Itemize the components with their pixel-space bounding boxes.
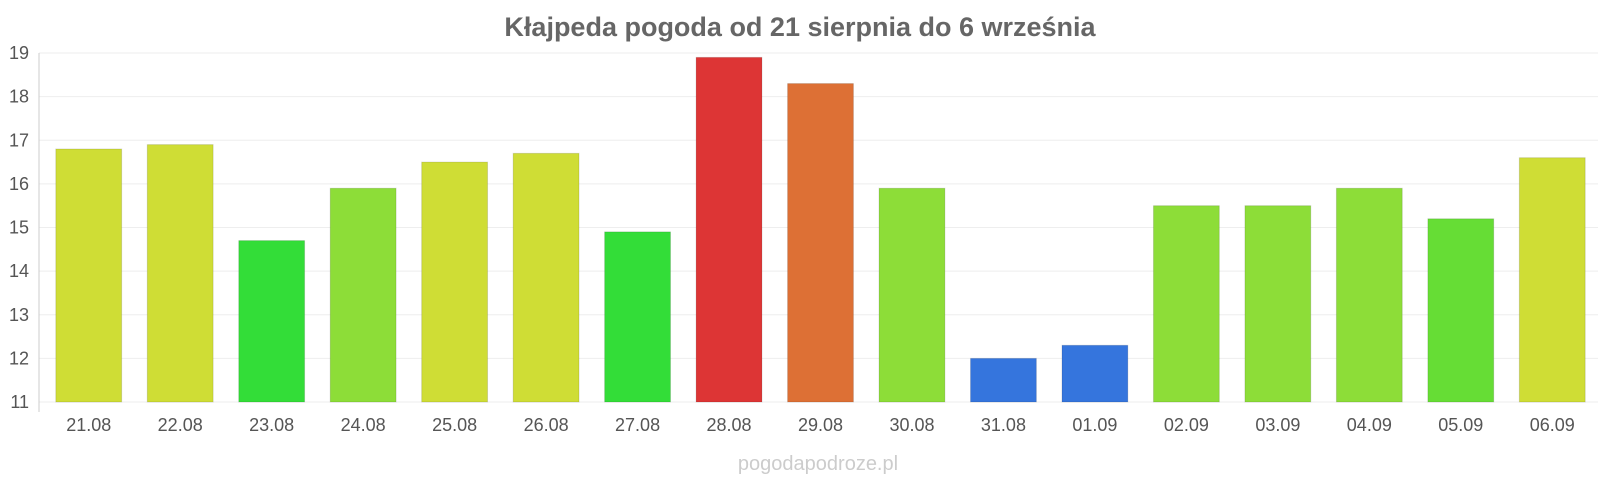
bar-05.09 — [1427, 218, 1495, 403]
x-axis-ticks: 21.08 22.08 23.08 24.08 25.08 26.08 27.08 28.08… — [66, 415, 1575, 435]
x-tick-label: 03.09 — [1255, 415, 1300, 435]
bar-01.09 — [1061, 344, 1129, 403]
bar-02.09 — [1152, 205, 1220, 403]
x-tick-label: 21.08 — [66, 415, 111, 435]
x-tick-label: 02.09 — [1164, 415, 1209, 435]
x-tick-label: 27.08 — [615, 415, 660, 435]
x-tick-label: 26.08 — [524, 415, 569, 435]
y-tick-label: 12 — [9, 348, 29, 368]
x-tick-label: 05.09 — [1438, 415, 1483, 435]
y-tick-label: 14 — [9, 261, 29, 281]
bar-24.08 — [329, 187, 397, 403]
y-tick-label: 18 — [9, 87, 29, 107]
bar-23.08 — [238, 240, 306, 403]
watermark: pogodapodroze.pl — [738, 453, 898, 475]
x-tick-label: 23.08 — [249, 415, 294, 435]
chart-title: Kłajpeda pogoda od 21 sierpnia do 6 wrze… — [504, 12, 1096, 42]
bar-04.09 — [1335, 187, 1403, 403]
x-tick-label: 28.08 — [707, 415, 752, 435]
bar-27.08 — [604, 231, 671, 403]
x-tick-label: 31.08 — [981, 415, 1026, 435]
x-tick-label: 04.09 — [1347, 415, 1392, 435]
x-tick-label: 24.08 — [341, 415, 386, 435]
y-tick-label: 16 — [9, 174, 29, 194]
y-axis-ticks: 11 12 13 14 15 16 17 18 19 — [9, 43, 29, 412]
y-tick-label: 13 — [9, 305, 29, 325]
y-tick-label: 19 — [9, 43, 29, 63]
bar-29.08 — [787, 83, 854, 403]
x-tick-label: 22.08 — [158, 415, 203, 435]
bar-26.08 — [512, 152, 580, 403]
bar-06.09 — [1518, 157, 1586, 403]
x-tick-label: 25.08 — [432, 415, 477, 435]
bar-31.08 — [970, 357, 1037, 403]
x-tick-label: 29.08 — [798, 415, 843, 435]
x-tick-label: 06.09 — [1530, 415, 1575, 435]
bar-25.08 — [421, 161, 489, 403]
bar-28.08 — [695, 56, 763, 403]
y-tick-label: 17 — [9, 130, 29, 150]
bars — [55, 56, 1586, 403]
x-tick-label: 01.09 — [1072, 415, 1117, 435]
bar-22.08 — [146, 144, 214, 403]
bar-03.09 — [1244, 205, 1312, 403]
y-tick-label: 11 — [10, 392, 29, 412]
bar-21.08 — [55, 148, 123, 403]
bar-30.08 — [878, 187, 946, 403]
x-tick-label: 30.08 — [889, 415, 934, 435]
y-tick-label: 15 — [9, 218, 29, 238]
